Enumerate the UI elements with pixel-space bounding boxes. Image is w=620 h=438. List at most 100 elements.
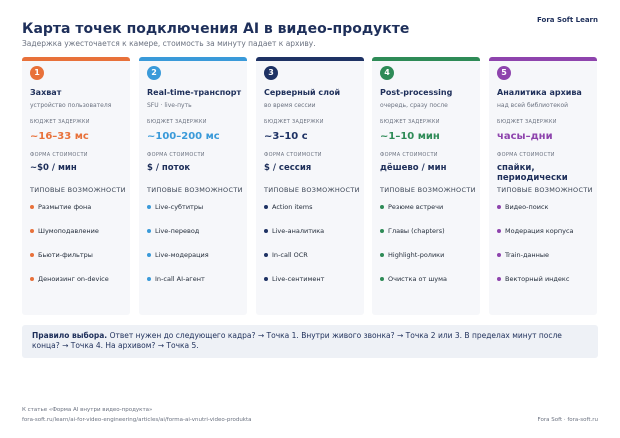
feature-dot [380, 253, 384, 257]
stage-number: 1 [30, 66, 44, 80]
cost-label: ФОРМА СТОИМОСТИ [497, 152, 555, 158]
feature-dot [147, 205, 151, 209]
feature-dot [264, 253, 268, 257]
stage-card: 1 Захват устройство пользователя БЮДЖЕТ ЗАД… [22, 57, 130, 315]
feature-dot [264, 277, 268, 281]
feature-dot [147, 277, 151, 281]
stage-number: 2 [147, 66, 161, 80]
cost: дёшево / мин [380, 163, 447, 173]
feature: Live-перевод [155, 227, 200, 235]
stage-sub: SFU · live-путь [147, 102, 192, 109]
feature: Highlight-ролики [388, 251, 445, 259]
latency: ~16–33 мс [30, 131, 89, 142]
feature-dot [380, 229, 384, 233]
feature-dot [497, 229, 501, 233]
feature-dot [147, 229, 151, 233]
feature-dot [380, 205, 384, 209]
feature: Видео-поиск [505, 203, 549, 211]
feature: Деноизинг on-device [38, 275, 109, 283]
footer-credit: Fora Soft · fora-soft.ru [537, 417, 598, 423]
feature-dot [30, 253, 34, 257]
latency: ~3–10 с [264, 131, 308, 142]
stage-sub: во время сессии [264, 102, 316, 109]
budget-label: БЮДЖЕТ ЗАДЕРЖКИ [147, 119, 207, 125]
feature-dot [497, 205, 501, 209]
subtitle: Задержка ужесточается к камере, стоимост… [22, 39, 316, 48]
stage-name: Real-time-транспорт [147, 88, 242, 97]
feature: Модерация корпуса [505, 227, 574, 235]
feature: Размытие фона [38, 203, 92, 211]
stage-sub: очередь, сразу после [380, 102, 448, 109]
title: Карта точек подключения AI в видео-проду… [22, 21, 410, 37]
footer-url: fora-soft.ru/learn/ai-for-video-engineer… [22, 417, 252, 423]
card-accent [22, 57, 130, 61]
cost: ~$0 / мин [30, 163, 77, 173]
feature: Live-сентимент [272, 275, 325, 283]
feature: Очистка от шума [388, 275, 448, 283]
cost: $ / сессия [264, 163, 312, 173]
card-accent [372, 57, 480, 61]
card-accent [139, 57, 247, 61]
stage-name: Серверный слой [264, 88, 341, 97]
feature: In-call OCR [272, 251, 308, 259]
rule-text: Ответ нужен до следующего кадра? → Точка… [32, 331, 562, 350]
features-label: ТИПОВЫЕ ВОЗМОЖНОСТИ [147, 186, 243, 194]
features-label: ТИПОВЫЕ ВОЗМОЖНОСТИ [264, 186, 360, 194]
stage-name: Захват [30, 88, 62, 97]
footer-source: К статье «Форма AI внутри видео-продукта… [22, 407, 153, 413]
cost: $ / поток [147, 163, 191, 173]
brand: Fora Soft Learn [537, 16, 598, 24]
features-label: ТИПОВЫЕ ВОЗМОЖНОСТИ [30, 186, 126, 194]
stage-sub: над всей библиотекой [497, 102, 569, 109]
latency: ~100–200 мс [147, 131, 220, 142]
feature: Train-данные [505, 251, 550, 259]
budget-label: БЮДЖЕТ ЗАДЕРЖКИ [30, 119, 90, 125]
stage-number: 3 [264, 66, 278, 80]
budget-label: БЮДЖЕТ ЗАДЕРЖКИ [497, 119, 557, 125]
budget-label: БЮДЖЕТ ЗАДЕРЖКИ [264, 119, 324, 125]
budget-label: БЮДЖЕТ ЗАДЕРЖКИ [380, 119, 440, 125]
feature-dot [30, 277, 34, 281]
stage-name: Post-processing [380, 88, 453, 97]
feature-dot [264, 229, 268, 233]
feature: Live-аналитика [272, 227, 325, 235]
feature: Бьюти-фильтры [38, 251, 93, 259]
stage-card: 3 Серверный слой во время сессии БЮДЖЕТ ЗАД… [256, 57, 364, 315]
feature: In-call AI-агент [155, 275, 205, 283]
rule-label: Правило выбора. [32, 331, 108, 340]
cost-label: ФОРМА СТОИМОСТИ [264, 152, 322, 158]
feature: Шумоподавление [38, 227, 99, 235]
feature: Action items [272, 203, 313, 211]
features-label: ТИПОВЫЕ ВОЗМОЖНОСТИ [380, 186, 476, 194]
rule-box: Правило выбора. Ответ нужен до следующег… [22, 325, 598, 358]
feature-dot [30, 229, 34, 233]
cost-label: ФОРМА СТОИМОСТИ [30, 152, 88, 158]
stage-card: 2 Real-time-транспорт SFU · live-путь БЮДЖЕ… [139, 57, 247, 315]
feature-dot [497, 277, 501, 281]
stage-card: 4 Post-processing очередь, сразу после БЮДЖ… [372, 57, 480, 315]
latency: ~1–10 мин [380, 131, 440, 142]
feature: Векторный индекс [505, 275, 570, 283]
feature-dot [380, 277, 384, 281]
cost-label: ФОРМА СТОИМОСТИ [380, 152, 438, 158]
features-label: ТИПОВЫЕ ВОЗМОЖНОСТИ [497, 186, 593, 194]
stage-number: 5 [497, 66, 511, 80]
feature: Live-модерация [155, 251, 209, 259]
feature-dot [147, 253, 151, 257]
stage-number: 4 [380, 66, 394, 80]
cost: спайки, периодически [497, 163, 568, 183]
feature-dot [264, 205, 268, 209]
stage-card: 5 Аналитика архива над всей библиотекой БЮД… [489, 57, 597, 315]
card-accent [256, 57, 364, 61]
feature-dot [30, 205, 34, 209]
feature: Главы (chapters) [388, 227, 445, 235]
stage-name: Аналитика архива [497, 88, 582, 97]
feature: Резюме встречи [388, 203, 444, 211]
latency: часы–дни [497, 131, 553, 142]
cost-label: ФОРМА СТОИМОСТИ [147, 152, 205, 158]
card-accent [489, 57, 597, 61]
stage-sub: устройство пользователя [30, 102, 112, 109]
feature: Live-субтитры [155, 203, 204, 211]
feature-dot [497, 253, 501, 257]
